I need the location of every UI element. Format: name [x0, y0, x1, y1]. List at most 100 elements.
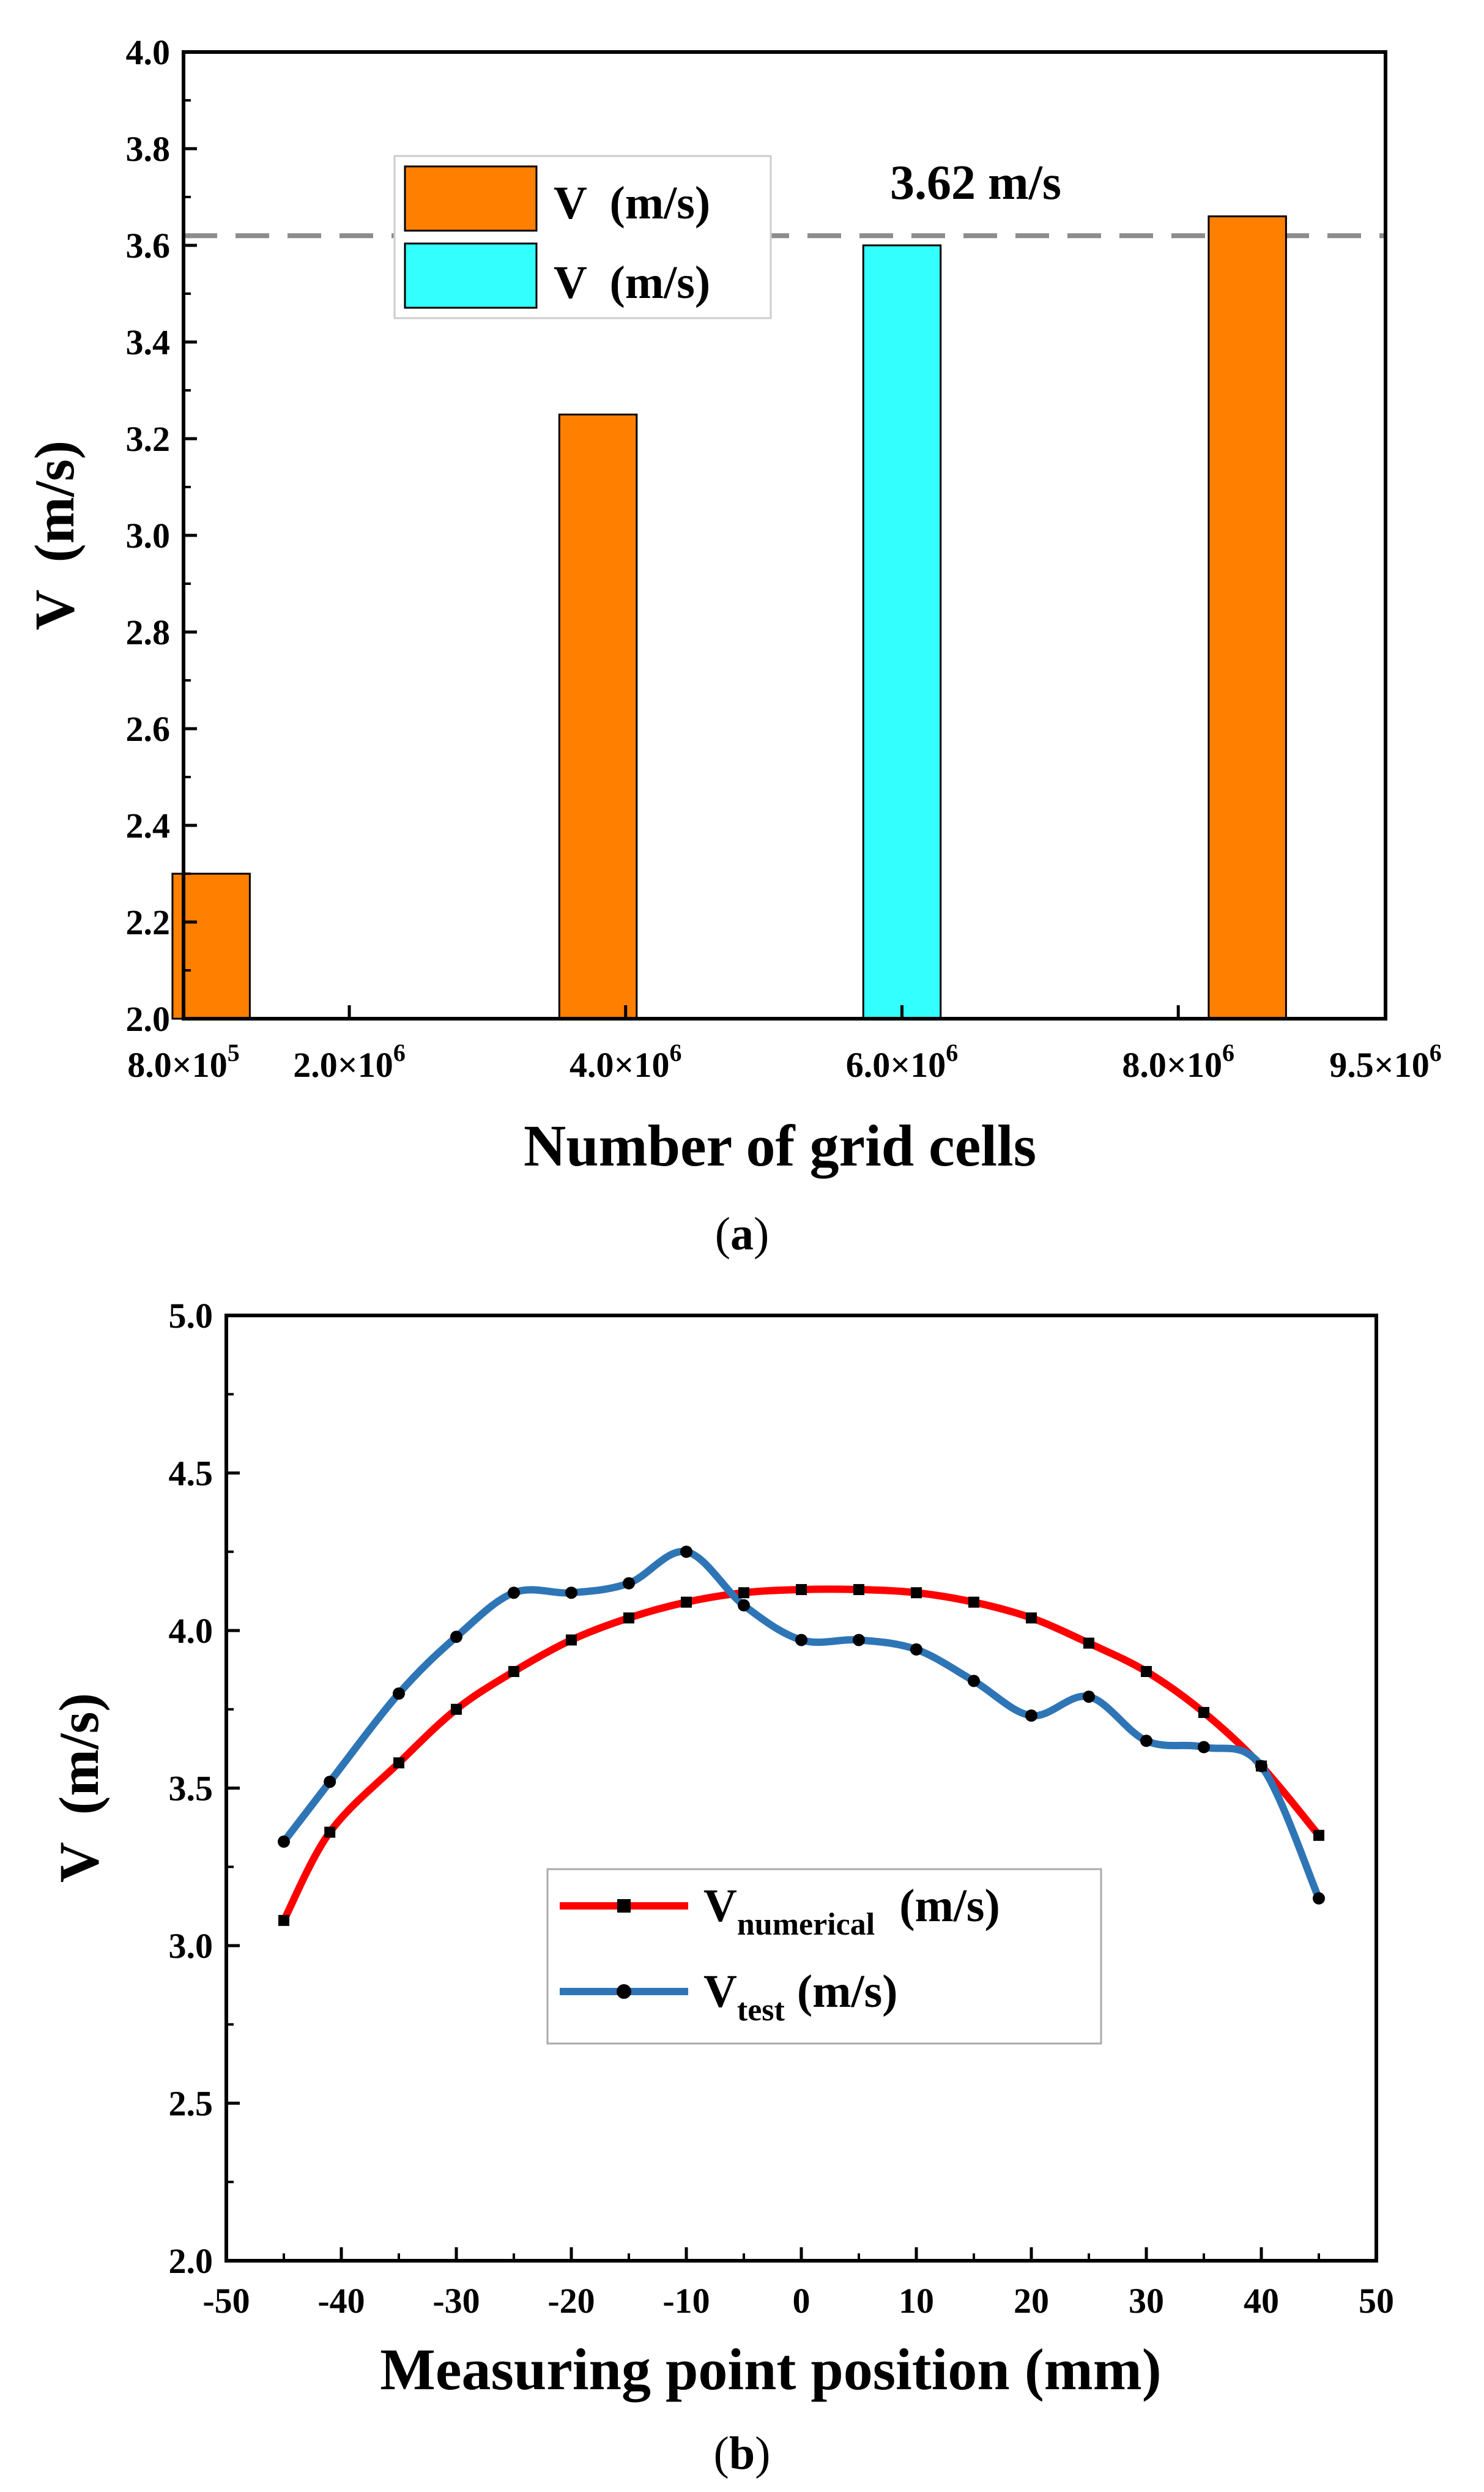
- data-point-test: [393, 1687, 405, 1700]
- data-point-test: [623, 1577, 635, 1590]
- data-point-numerical: [508, 1665, 519, 1677]
- y-tick-label: 2.4: [126, 806, 171, 846]
- legend-marker-circle: [617, 1984, 631, 1999]
- y-tick-label: 2.6: [126, 709, 171, 749]
- data-point-numerical: [738, 1587, 749, 1599]
- y-tick-label: 5.0: [169, 1296, 213, 1336]
- y-tick-label: 2.5: [169, 2084, 213, 2124]
- x-tick-label: 30: [1129, 2281, 1164, 2321]
- line-chart-panel: 2.0 2.5 3.0 3.5 4.0 4.5 5.0 -50 -40 -30 -20 -10 0 10…: [48, 1296, 1394, 2479]
- y-tick-label: 3.5: [169, 1769, 213, 1809]
- y-tick-label: 2.2: [126, 902, 171, 942]
- data-point-numerical: [1198, 1706, 1209, 1718]
- bars-group: [171, 215, 1287, 1020]
- x-tick-label: 4.0×106: [569, 1039, 682, 1085]
- x-tick-label: 0: [793, 2281, 811, 2321]
- data-point-numerical: [681, 1596, 692, 1608]
- bar-1: [171, 872, 251, 1020]
- data-point-numerical: [324, 1826, 336, 1838]
- x-tick-label: -20: [547, 2281, 595, 2321]
- y-axis-title: V (m/s): [23, 441, 86, 630]
- data-point-test: [508, 1586, 520, 1599]
- markers-group: [278, 1545, 1325, 1926]
- data-point-numerical: [451, 1703, 462, 1715]
- y-tick-label: 3.0: [126, 516, 171, 556]
- y-axis: 2.0 2.5 3.0 3.5 4.0 4.5 5.0: [169, 1296, 240, 2281]
- bar-4: [1208, 215, 1287, 1020]
- data-point-test: [565, 1586, 577, 1599]
- x-axis: 8.0×105 2.0×106 4.0×106 6.0×106 8.0×106 9.5×1…: [127, 1005, 1442, 1085]
- data-point-numerical: [623, 1612, 634, 1624]
- data-point-test: [1025, 1709, 1037, 1722]
- y-tick-label: 4.0: [126, 32, 171, 72]
- data-point-numerical: [278, 1914, 289, 1926]
- data-point-test: [1083, 1690, 1095, 1703]
- y-axis-title: V (m/s): [48, 1693, 110, 1883]
- data-point-test: [853, 1634, 865, 1646]
- data-point-test: [910, 1643, 922, 1656]
- legend-label-series-1: V (m/s): [554, 177, 710, 229]
- x-axis: -50 -40 -30 -20 -10 0 10 20 30 40 50: [202, 2247, 1394, 2321]
- y-axis: 2.0 2.2 2.4 2.6 2.8 3.0 3.2 3.4 3.6 3.8 4.0: [126, 32, 197, 1039]
- panel-caption-a: (a): [715, 1208, 770, 1260]
- x-tick-label: 9.5×106: [1329, 1039, 1442, 1085]
- y-tick-label: 2.0: [126, 999, 171, 1039]
- x-tick-label: 8.0×106: [1122, 1039, 1234, 1085]
- data-point-test: [738, 1599, 750, 1612]
- data-point-test: [1198, 1741, 1210, 1754]
- bar-2: [558, 414, 638, 1020]
- x-axis-title: Measuring point position (mm): [380, 2337, 1161, 2402]
- x-tick-label: -30: [432, 2281, 480, 2321]
- x-tick-label: 20: [1014, 2281, 1049, 2321]
- x-tick-label: 40: [1244, 2281, 1279, 2321]
- data-point-numerical: [911, 1587, 922, 1599]
- data-point-numerical: [968, 1596, 979, 1608]
- data-point-numerical: [796, 1584, 807, 1596]
- data-point-numerical: [1026, 1612, 1037, 1624]
- x-tick-label: 6.0×106: [846, 1039, 959, 1085]
- legend-swatch-cyan: [404, 242, 538, 309]
- x-tick-label: 8.0×105: [127, 1039, 240, 1085]
- legend: V (m/s) V (m/s): [393, 155, 772, 319]
- data-point-numerical: [393, 1757, 404, 1769]
- data-point-test: [278, 1836, 290, 1848]
- reference-line-label: 3.62 m/s: [890, 156, 1061, 210]
- x-tick-label: 2.0×106: [293, 1039, 406, 1085]
- bar-chart-panel: 2.0 2.2 2.4 2.6 2.8 3.0 3.2 3.4 3.6 3.8 4.0 8.0×10…: [23, 32, 1442, 1260]
- x-tick-label: 50: [1359, 2281, 1394, 2321]
- y-tick-label: 4.0: [169, 1611, 213, 1651]
- legend-label-test: Vtest (m/s): [703, 1966, 897, 2028]
- x-tick-label: 10: [899, 2281, 934, 2321]
- y-tick-label: 3.6: [126, 226, 171, 266]
- x-tick-label: -40: [317, 2281, 365, 2321]
- y-tick-label: 3.2: [126, 419, 171, 459]
- y-tick-label: 3.8: [126, 129, 171, 169]
- legend-label-numerical: Vnumerical (m/s): [703, 1880, 1000, 1942]
- bar-3: [862, 244, 942, 1020]
- data-point-numerical: [1083, 1637, 1094, 1649]
- data-point-test: [1140, 1735, 1152, 1747]
- legend-box: [546, 1868, 1102, 2045]
- legend-label-series-2: V (m/s): [554, 257, 710, 308]
- data-point-test: [450, 1631, 462, 1643]
- y-tick-label: 2.8: [126, 612, 171, 652]
- data-point-numerical: [566, 1634, 577, 1646]
- x-tick-label: -50: [202, 2281, 250, 2321]
- data-point-numerical: [1141, 1665, 1152, 1677]
- legend-marker-square: [617, 1899, 631, 1913]
- data-point-test: [1255, 1760, 1267, 1772]
- legend: Vnumerical (m/s) Vtest (m/s): [546, 1868, 1102, 2045]
- data-point-test: [968, 1675, 980, 1687]
- data-point-test: [324, 1776, 336, 1788]
- y-tick-label: 4.5: [169, 1454, 213, 1493]
- y-tick-label: 3.4: [126, 322, 171, 362]
- x-axis-title: Number of grid cells: [524, 1113, 1036, 1178]
- data-point-numerical: [853, 1584, 864, 1596]
- panel-caption-b: (b): [714, 2428, 771, 2479]
- x-tick-label: -10: [662, 2281, 710, 2321]
- y-tick-label: 2.0: [169, 2241, 213, 2281]
- data-point-test: [795, 1634, 807, 1646]
- legend-swatch-orange: [404, 165, 538, 232]
- data-point-test: [1313, 1892, 1325, 1905]
